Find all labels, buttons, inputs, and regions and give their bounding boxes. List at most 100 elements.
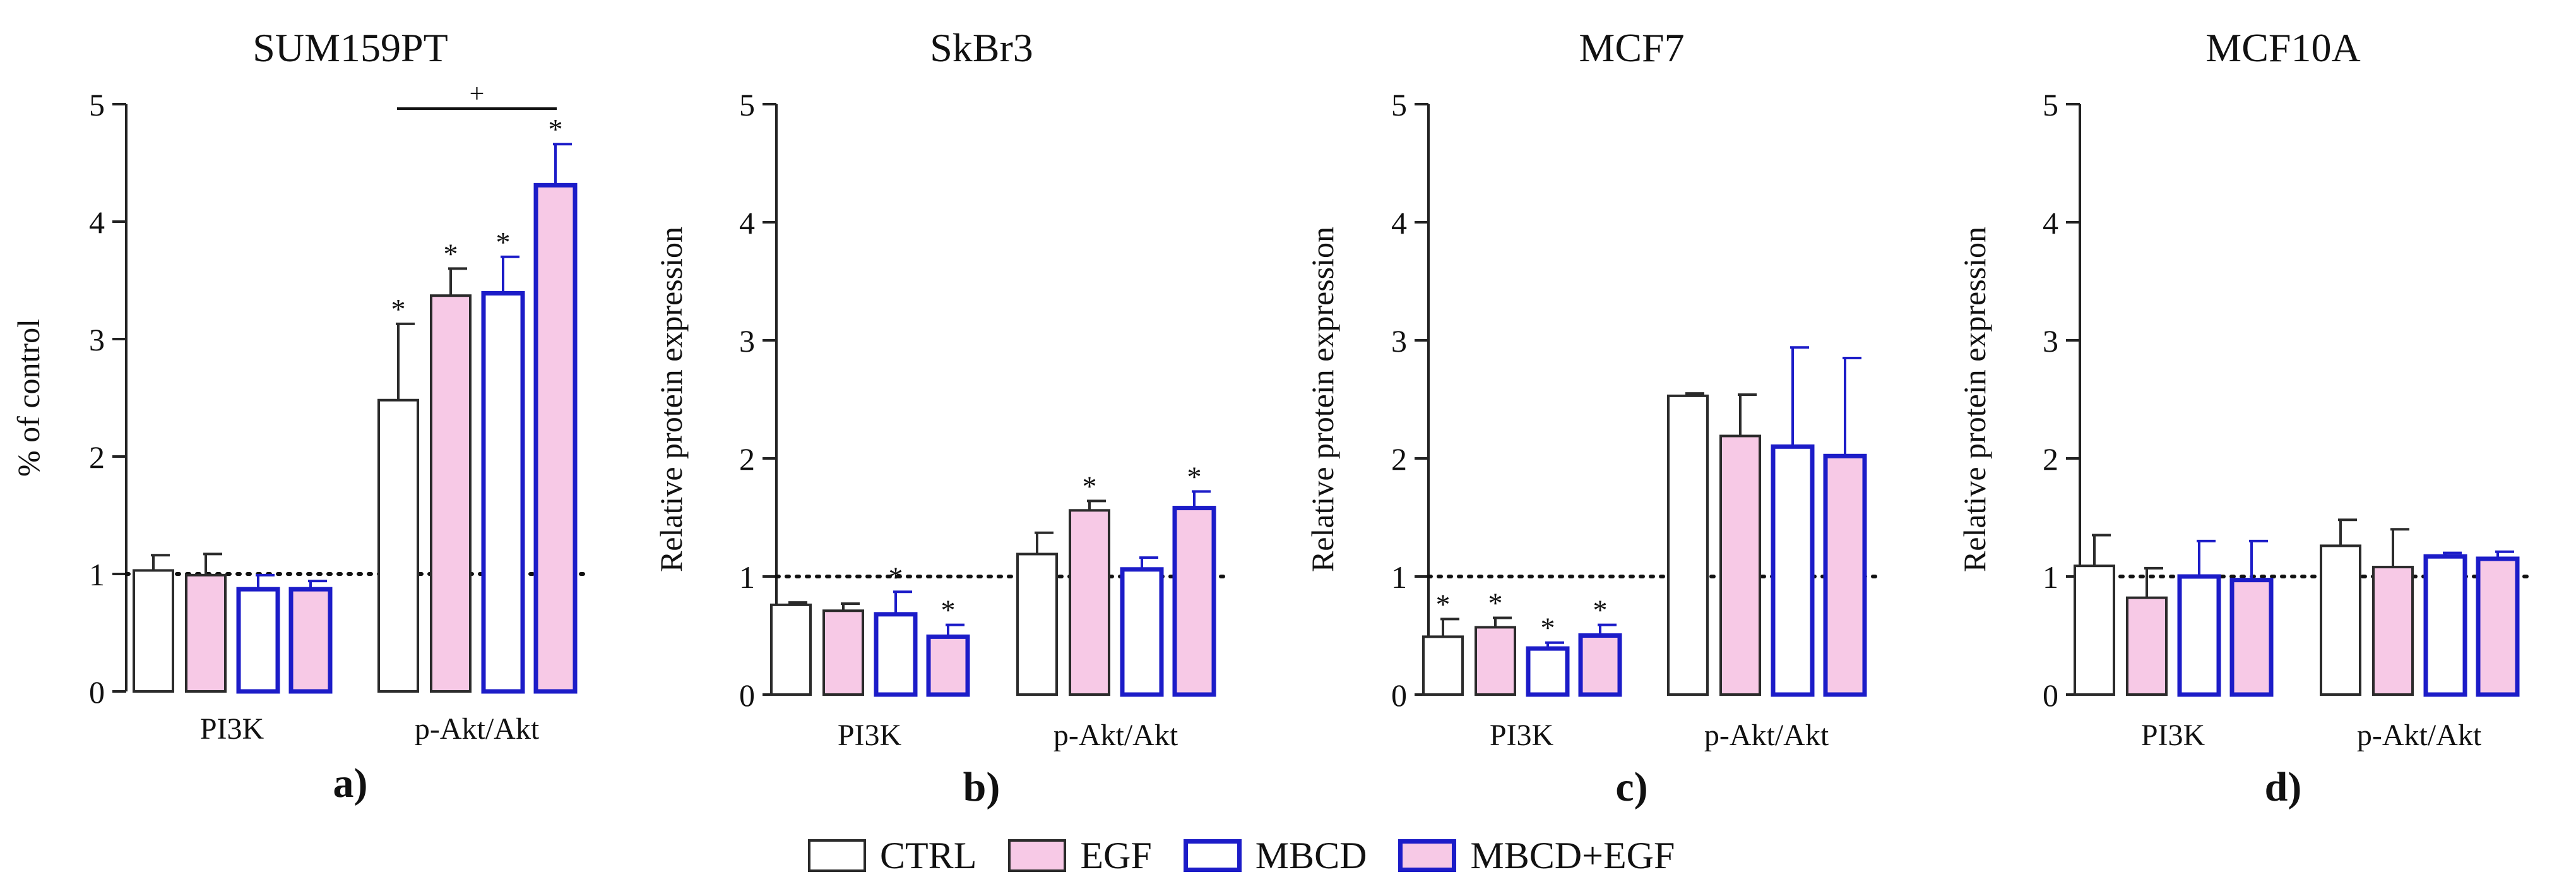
significance-star: *: [1593, 594, 1608, 626]
chart-panel-a: SUM159PT % of control 0 1 2 3 4 5 PI3K * * * * p-Akt/…: [11, 25, 591, 806]
y-tick-label: 5: [2043, 87, 2058, 122]
bar-mbcd-1: [481, 290, 525, 694]
y-tick-label: 2: [1391, 441, 1407, 477]
significance-star: *: [549, 113, 563, 145]
legend-item-ctrl: CTRL: [808, 834, 976, 878]
y-tick-label: 1: [2043, 559, 2058, 595]
bar-ctrl-0: [133, 569, 174, 693]
bar-egf-1: [2372, 566, 2414, 696]
y-tick-label: 3: [1391, 323, 1407, 359]
significance-star: *: [496, 226, 511, 258]
chart-title: SUM159PT: [252, 25, 448, 70]
chart-panel-d: MCF10A Relative protein expression 0 1 2 3 4 5 P…: [1957, 25, 2533, 810]
panel-label: d): [2265, 764, 2302, 810]
legend-item-mbcd-egf: MBCD+EGF: [1398, 834, 1675, 878]
y-tick-label: 4: [739, 205, 755, 241]
bar-mbcd-egf-0: [288, 587, 333, 694]
chart-panel-b: SkBr3 Relative protein expression 0 1 2 3 4 5 * *…: [653, 25, 1230, 810]
bar-mbcd-0: [2177, 574, 2221, 697]
y-tick-label: 5: [739, 87, 755, 122]
legend-swatch-egf: [1008, 839, 1067, 872]
significance-star: *: [1488, 587, 1503, 619]
y-tick-label: 0: [739, 678, 755, 713]
y-tick-label: 2: [2043, 441, 2058, 477]
bar-ctrl-1: [1667, 394, 1709, 696]
bar-mbcd-1: [1771, 444, 1815, 697]
panel-label: a): [333, 760, 368, 806]
significance-star: *: [1541, 612, 1555, 644]
bar-ctrl-1: [1016, 553, 1058, 696]
y-tick-label: 4: [89, 205, 105, 240]
bar-ctrl-1: [2320, 544, 2361, 696]
bar-egf-1: [430, 294, 472, 693]
chart-title: SkBr3: [930, 25, 1033, 70]
legend-item-egf: EGF: [1008, 834, 1152, 878]
category-label: p-Akt/Akt: [1704, 719, 1829, 752]
y-tick-label: 1: [739, 559, 755, 595]
y-tick-label: 2: [89, 439, 105, 475]
y-tick-label: 3: [2043, 323, 2058, 359]
bar-mbcd-0: [874, 612, 918, 697]
y-tick-label: 4: [2043, 205, 2058, 241]
category-label: PI3K: [1490, 719, 1554, 752]
y-tick-label: 2: [739, 441, 755, 477]
bar-mbcd-0: [236, 587, 280, 694]
bar-mbcd-egf-1: [2476, 556, 2520, 697]
significance-star: *: [889, 561, 903, 593]
category-label: p-Akt/Akt: [1054, 719, 1178, 752]
bar-mbcd-egf-1: [533, 182, 578, 694]
bar-mbcd-egf-1: [1823, 453, 1867, 697]
bar-mbcd-1: [1120, 567, 1164, 697]
y-tick-label: 5: [1391, 87, 1407, 122]
category-label: PI3K: [838, 719, 902, 752]
y-tick-label: 5: [89, 87, 105, 122]
legend-label-mbcd: MBCD: [1255, 834, 1367, 876]
bar-egf-1: [1069, 509, 1110, 696]
bar-egf-0: [2126, 596, 2168, 696]
bar-ctrl-1: [377, 398, 419, 693]
y-tick-label: 0: [2043, 678, 2058, 713]
panel-label: c): [1615, 764, 1647, 810]
legend-label-ctrl: CTRL: [880, 834, 977, 876]
chart-panel-c: MCF7 Relative protein expression 0 1 2 3 4 5 * * *…: [1305, 25, 1880, 810]
bar-ctrl-0: [1422, 635, 1464, 696]
y-axis-label: Relative protein expression: [1957, 227, 1992, 572]
bar-egf-0: [185, 573, 227, 693]
y-tick-label: 0: [1391, 678, 1407, 713]
bar-ctrl-0: [2074, 564, 2115, 696]
legend-swatch-mbcd-egf: [1398, 839, 1457, 872]
bar-egf-1: [1719, 434, 1761, 696]
category-label: PI3K: [2141, 719, 2205, 752]
bar-mbcd-0: [1526, 646, 1570, 697]
bar-mbcd-egf-0: [926, 634, 970, 697]
significance-star: *: [941, 594, 956, 626]
y-tick-label: 1: [1391, 559, 1407, 595]
y-axis-label: Relative protein expression: [653, 227, 689, 572]
legend-label-mbcd-egf: MBCD+EGF: [1470, 834, 1675, 876]
category-label: p-Akt/Akt: [2357, 719, 2482, 752]
category-label: PI3K: [200, 712, 264, 746]
y-tick-label: 3: [89, 322, 105, 357]
bar-ctrl-0: [770, 603, 812, 696]
legend: CTRL EGF MBCD MBCD+EGF: [808, 827, 1881, 884]
category-label: p-Akt/Akt: [415, 712, 540, 746]
bar-mbcd-1: [2423, 554, 2467, 697]
significance-star: *: [391, 293, 406, 325]
chart-title: MCF7: [1579, 25, 1684, 70]
y-tick-label: 4: [1391, 205, 1407, 241]
chart-title: MCF10A: [2205, 25, 2360, 70]
bracket-symbol: +: [470, 80, 485, 109]
significance-star: *: [444, 237, 458, 270]
significance-star: *: [1436, 588, 1451, 620]
significance-star: *: [1187, 460, 1202, 493]
legend-swatch-ctrl: [808, 839, 866, 872]
legend-swatch-mbcd: [1183, 839, 1242, 872]
y-axis-label: Relative protein expression: [1305, 227, 1340, 572]
significance-star: *: [1083, 470, 1097, 502]
y-axis-label: % of control: [11, 319, 46, 477]
bar-mbcd-egf-1: [1172, 506, 1216, 697]
bar-mbcd-egf-0: [2229, 578, 2274, 697]
legend-label-egf: EGF: [1080, 834, 1152, 876]
legend-item-mbcd: MBCD: [1183, 834, 1367, 878]
